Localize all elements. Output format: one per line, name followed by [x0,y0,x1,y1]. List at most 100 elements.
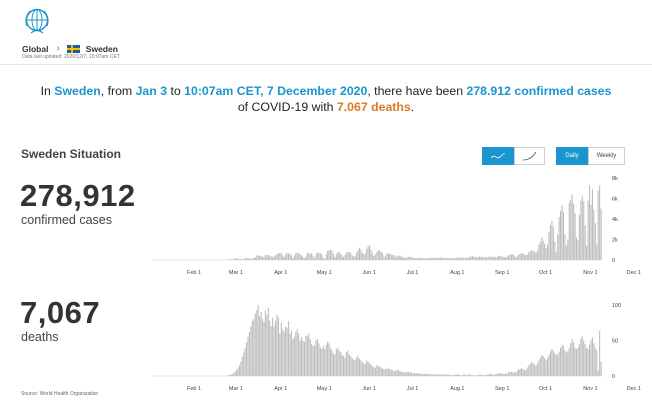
chart-bar[interactable] [322,346,324,376]
chart-bar[interactable] [334,256,336,260]
chart-bar[interactable] [411,257,413,260]
chart-bar[interactable] [390,369,392,376]
chart-bar[interactable] [283,331,285,376]
chart-bar[interactable] [536,250,538,260]
chart-bar[interactable] [451,375,453,376]
chart-bar[interactable] [525,370,527,376]
chart-bar[interactable] [324,349,326,376]
chart-bar[interactable] [343,356,345,376]
chart-bar[interactable] [458,257,460,260]
chart-bar[interactable] [471,256,473,260]
chart-bar[interactable] [246,258,248,260]
chart-bar[interactable] [445,374,447,376]
chart-bar[interactable] [428,257,430,260]
chart-bar[interactable] [321,253,323,260]
chart-bar[interactable] [561,205,563,260]
chart-bar[interactable] [302,340,304,377]
chart-bar[interactable] [532,250,534,260]
chart-bar[interactable] [425,258,427,260]
chart-bar[interactable] [273,255,275,260]
chart-bar[interactable] [377,250,379,260]
chart-bar[interactable] [516,371,518,376]
chart-bar[interactable] [373,256,375,261]
chart-bar[interactable] [422,373,424,376]
chart-bar[interactable] [426,373,429,376]
chart-bar[interactable] [301,255,303,260]
chart-bar[interactable] [303,258,306,260]
chart-bar[interactable] [392,370,394,376]
chart-bar[interactable] [247,257,249,260]
chart-bar[interactable] [425,373,427,376]
chart-bar[interactable] [552,227,554,260]
chart-bar[interactable] [584,344,586,376]
chart-bar[interactable] [277,253,279,260]
chart-bar[interactable] [293,255,295,260]
chart-bar[interactable] [586,347,588,376]
chart-bar[interactable] [474,256,476,260]
chart-bar[interactable] [280,322,282,376]
chart-bar[interactable] [502,373,504,376]
chart-bar[interactable] [445,258,447,260]
chart-bar[interactable] [413,257,415,260]
chart-bar[interactable] [599,185,601,260]
chart-bar[interactable] [512,372,514,376]
chart-bar[interactable] [267,255,269,260]
chart-bar[interactable] [435,374,437,376]
chart-bar[interactable] [382,368,384,376]
chart-bar[interactable] [257,255,259,260]
chart-bar[interactable] [457,374,459,376]
chart-bar[interactable] [332,253,334,260]
chart-bar[interactable] [366,248,368,260]
chart-bar[interactable] [464,374,466,376]
chart-bar[interactable] [484,375,486,376]
chart-bar[interactable] [377,366,379,376]
chart-bar[interactable] [490,373,492,376]
chart-bar[interactable] [379,366,381,376]
chart-bar[interactable] [580,339,582,376]
chart-bar[interactable] [329,249,332,260]
chart-bar[interactable] [254,256,256,260]
chart-bar[interactable] [348,251,350,260]
chart-bar[interactable] [600,361,602,376]
chart-bar[interactable] [450,374,452,376]
weekly-toggle[interactable]: Weekly [588,147,625,165]
chart-bar[interactable] [428,373,430,376]
chart-bar[interactable] [493,256,495,260]
chart-bar[interactable] [600,208,602,260]
chart-bar[interactable] [244,257,246,260]
chart-bar[interactable] [266,314,268,376]
chart-bar[interactable] [442,257,444,260]
chart-bar[interactable] [360,249,362,261]
chart-bar[interactable] [541,354,543,376]
chart-bar[interactable] [272,256,274,260]
chart-bar[interactable] [318,253,320,260]
chart-bar[interactable] [260,256,262,261]
chart-bar[interactable] [328,343,330,376]
chart-bar[interactable] [434,257,436,260]
chart-bar[interactable] [468,374,470,376]
chart-bar[interactable] [499,373,501,376]
chart-bar[interactable] [256,309,258,376]
chart-bar[interactable] [406,371,408,376]
chart-bar[interactable] [509,371,511,376]
chart-bar[interactable] [331,350,333,376]
chart-bar[interactable] [424,373,426,376]
chart-bar[interactable] [246,341,248,376]
chart-bar[interactable] [441,257,443,260]
chart-bar[interactable] [444,374,446,376]
chart-bar[interactable] [422,258,424,260]
chart-bar[interactable] [267,307,269,376]
chart-bar[interactable] [241,356,243,376]
chart-bar[interactable] [358,358,360,376]
chart-bar[interactable] [442,374,444,376]
chart-bar[interactable] [481,256,483,260]
chart-bar[interactable] [483,375,485,376]
chart-bar[interactable] [421,373,423,376]
chart-bar[interactable] [574,212,576,260]
chart-bar[interactable] [439,257,442,260]
chart-bar[interactable] [573,341,575,376]
chart-bar[interactable] [437,373,439,376]
chart-bar[interactable] [327,250,329,260]
chart-bar[interactable] [454,258,456,260]
chart-bar[interactable] [451,257,453,260]
